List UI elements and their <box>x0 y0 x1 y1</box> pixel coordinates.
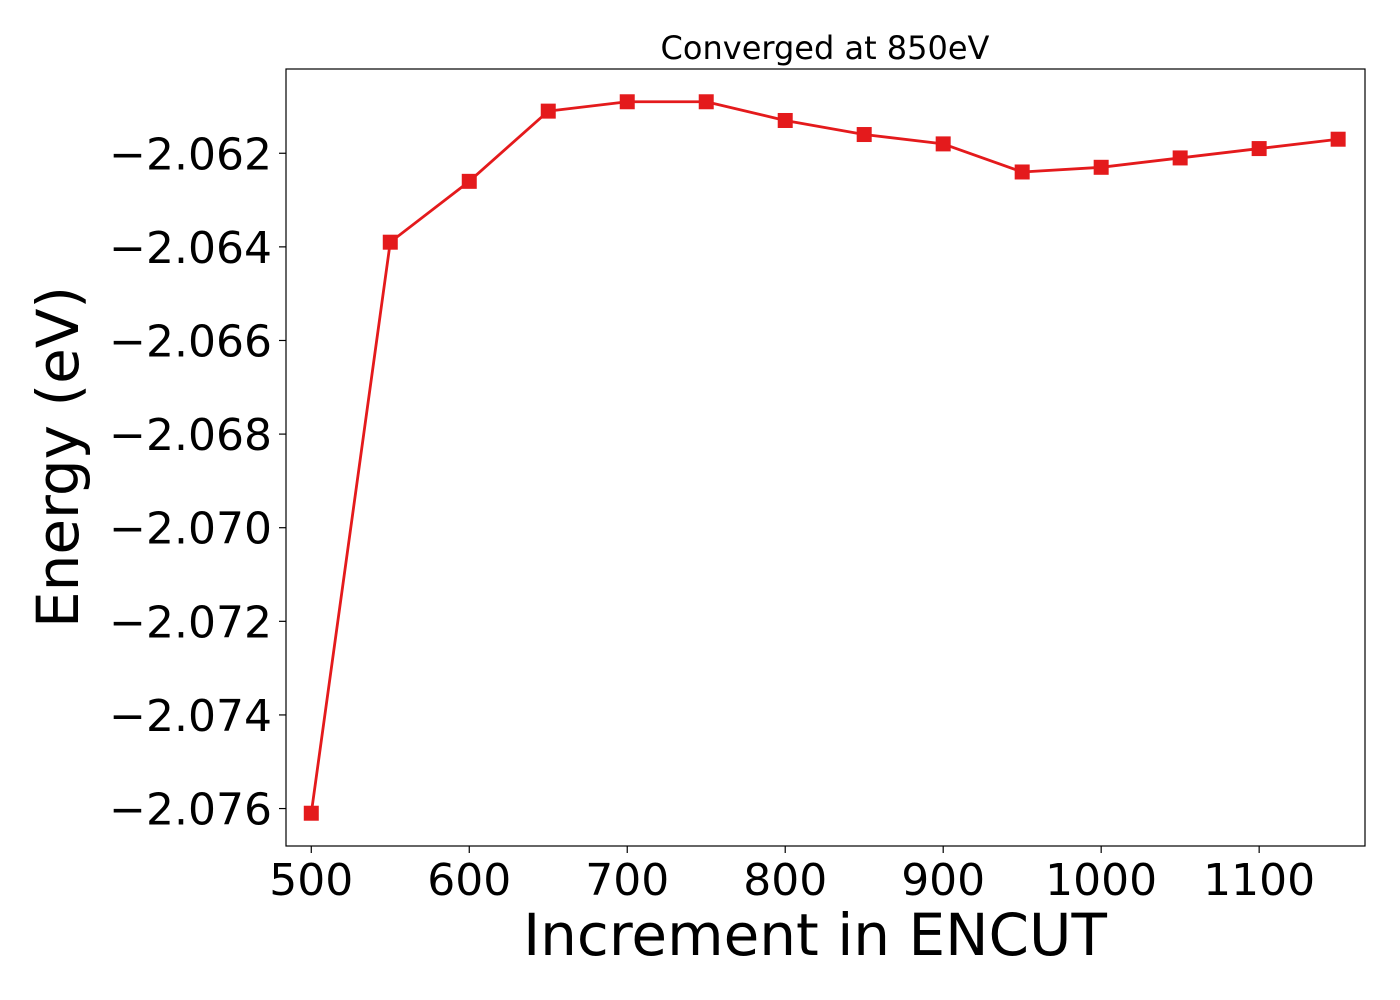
x-tick-label: 600 <box>427 855 511 906</box>
y-tick-label: −2.070 <box>109 504 272 555</box>
x-tick-label: 900 <box>901 855 985 906</box>
data-point <box>1093 159 1109 175</box>
data-point <box>856 127 872 143</box>
y-tick-label: −2.068 <box>109 410 272 461</box>
x-tick-label: 700 <box>585 855 669 906</box>
data-point <box>303 805 319 821</box>
data-point <box>382 234 398 250</box>
data-point <box>540 103 556 119</box>
data-point <box>461 173 477 189</box>
data-point <box>935 136 951 152</box>
y-tick-label: −2.066 <box>109 316 272 367</box>
data-point <box>1330 131 1346 147</box>
data-point <box>1251 141 1267 157</box>
y-tick-label: −2.076 <box>109 785 272 836</box>
x-tick-label: 1100 <box>1203 855 1315 906</box>
x-tick-label: 1000 <box>1045 855 1157 906</box>
chart-title: Converged at 850eV <box>661 29 990 67</box>
data-point <box>777 112 793 128</box>
x-axis-label: Increment in ENCUT <box>523 901 1107 969</box>
series-line <box>309 100 1339 814</box>
y-tick-label: −2.072 <box>109 597 272 648</box>
x-axis-ticks: 500 600 700 800 900 1000 1100 <box>269 846 1315 906</box>
plot-frame <box>285 68 1366 847</box>
y-tick-label: −2.064 <box>109 223 272 274</box>
data-point <box>698 94 714 110</box>
y-tick-label: −2.074 <box>109 691 272 742</box>
y-tick-label: −2.062 <box>109 129 272 180</box>
x-tick-label: 500 <box>269 855 353 906</box>
data-point <box>1172 150 1188 166</box>
plot-layer <box>303 94 1346 821</box>
data-point <box>1014 164 1030 180</box>
y-axis-ticks: −2.076 −2.074 −2.072 −2.070 −2.068 −2.066 −2.0… <box>109 129 286 836</box>
x-tick-label: 800 <box>743 855 827 906</box>
data-point <box>619 94 635 110</box>
y-axis-label: Energy (eV) <box>24 286 92 628</box>
